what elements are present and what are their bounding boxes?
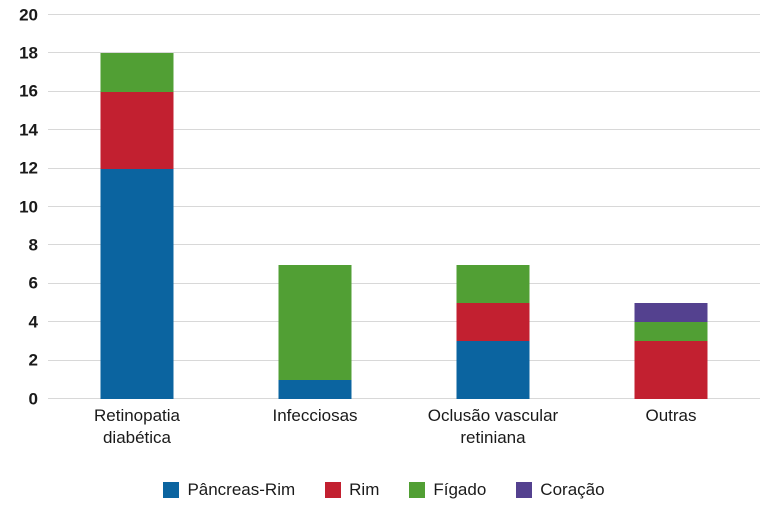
bar-segment-fígado [456,264,530,303]
gridlines: 0 2 4 6 8 10 12 14 16 18 20 [19,6,760,407]
gridline-8: 8 [29,236,760,253]
bar-segment-rim [634,341,708,399]
bar-3 [456,15,530,399]
legend-item-rim: Rim [325,481,379,498]
gridline-14: 14 [19,121,760,138]
legend-swatch-icon [163,481,180,498]
x-axis-label: Infecciosas [272,406,358,425]
bar-segment-rim [456,303,530,342]
legend-swatch-icon [516,481,533,498]
y-tick-label: 14 [19,120,38,140]
gridline-4: 4 [29,313,760,330]
gridline-2: 2 [29,352,760,369]
legend-label: Pâncreas-Rim [187,480,296,499]
bar-segment-pâncreas-rim [456,341,530,399]
y-tick-label: 18 [19,43,38,63]
gridline-18: 18 [19,44,760,61]
x-axis-label: Outras [645,406,697,425]
legend-item-coração: Coração [516,480,605,499]
gridline-12: 12 [19,160,760,177]
bar-segment-fígado [278,264,352,380]
y-tick-label: 20 [19,5,38,24]
bar-1 [100,15,174,399]
gridline-0: 0 [29,390,760,407]
legend-swatch-icon [325,481,342,498]
legend-label: Rim [349,480,380,499]
legend-item-pâncreas-rim: Pâncreas-Rim [163,481,295,498]
y-tick-label: 8 [28,235,38,255]
bar-segment-rim [100,91,174,169]
y-tick-label: 4 [28,312,38,332]
y-tick-label: 12 [19,158,38,178]
bars [48,15,760,399]
gridline-20: 20 [19,6,760,23]
y-tick-label: 10 [19,197,38,216]
y-tick-label: 2 [28,350,38,370]
legend-label: Fígado [433,480,487,499]
y-tick-label: 16 [19,81,38,101]
plot-area: 0 2 4 6 8 10 12 14 16 18 20 [19,6,760,407]
x-axis-label: Oclusão vascular retiniana [427,406,559,448]
bar-4 [634,15,708,399]
y-tick-label: 6 [28,273,38,293]
bar-segment-pâncreas-rim [278,379,352,399]
bar-segment-fígado [100,53,174,92]
x-axis-labels: Retinopatia diabética Infecciosas Oclusão … [48,405,760,461]
legend-swatch-icon [409,481,426,498]
legend-label: Coração [540,480,605,499]
legend-item-fígado: Fígado [409,481,486,498]
bar-2 [278,15,352,399]
y-tick-label: 0 [28,389,38,408]
gridline-10: 10 [19,198,760,215]
bar-segment-coração [634,303,708,323]
bar-segment-pâncreas-rim [100,168,174,399]
x-axis-label: Retinopatia diabética [93,406,181,448]
gridline-6: 6 [29,275,760,292]
legend: Pâncreas-Rim Rim Fígado Coração [0,481,768,498]
gridline-16: 16 [19,83,760,100]
bar-segment-fígado [634,322,708,342]
